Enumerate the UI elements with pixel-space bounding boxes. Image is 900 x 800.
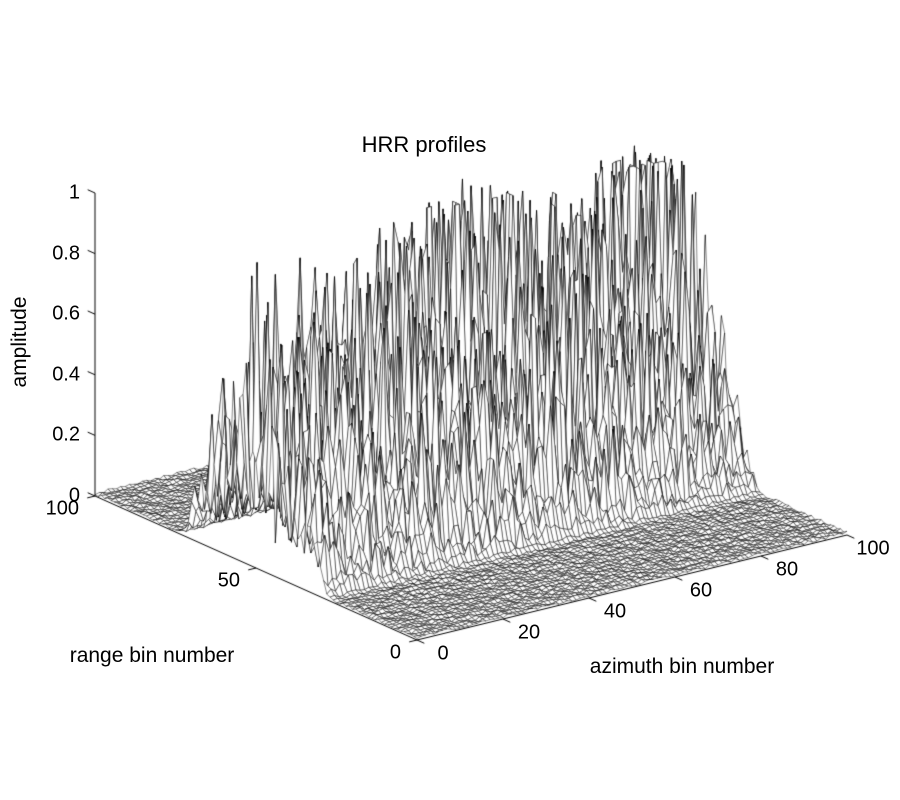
mesh-plot-canvas <box>0 0 900 800</box>
figure: HRR profiles amplitude range bin number … <box>0 0 900 800</box>
